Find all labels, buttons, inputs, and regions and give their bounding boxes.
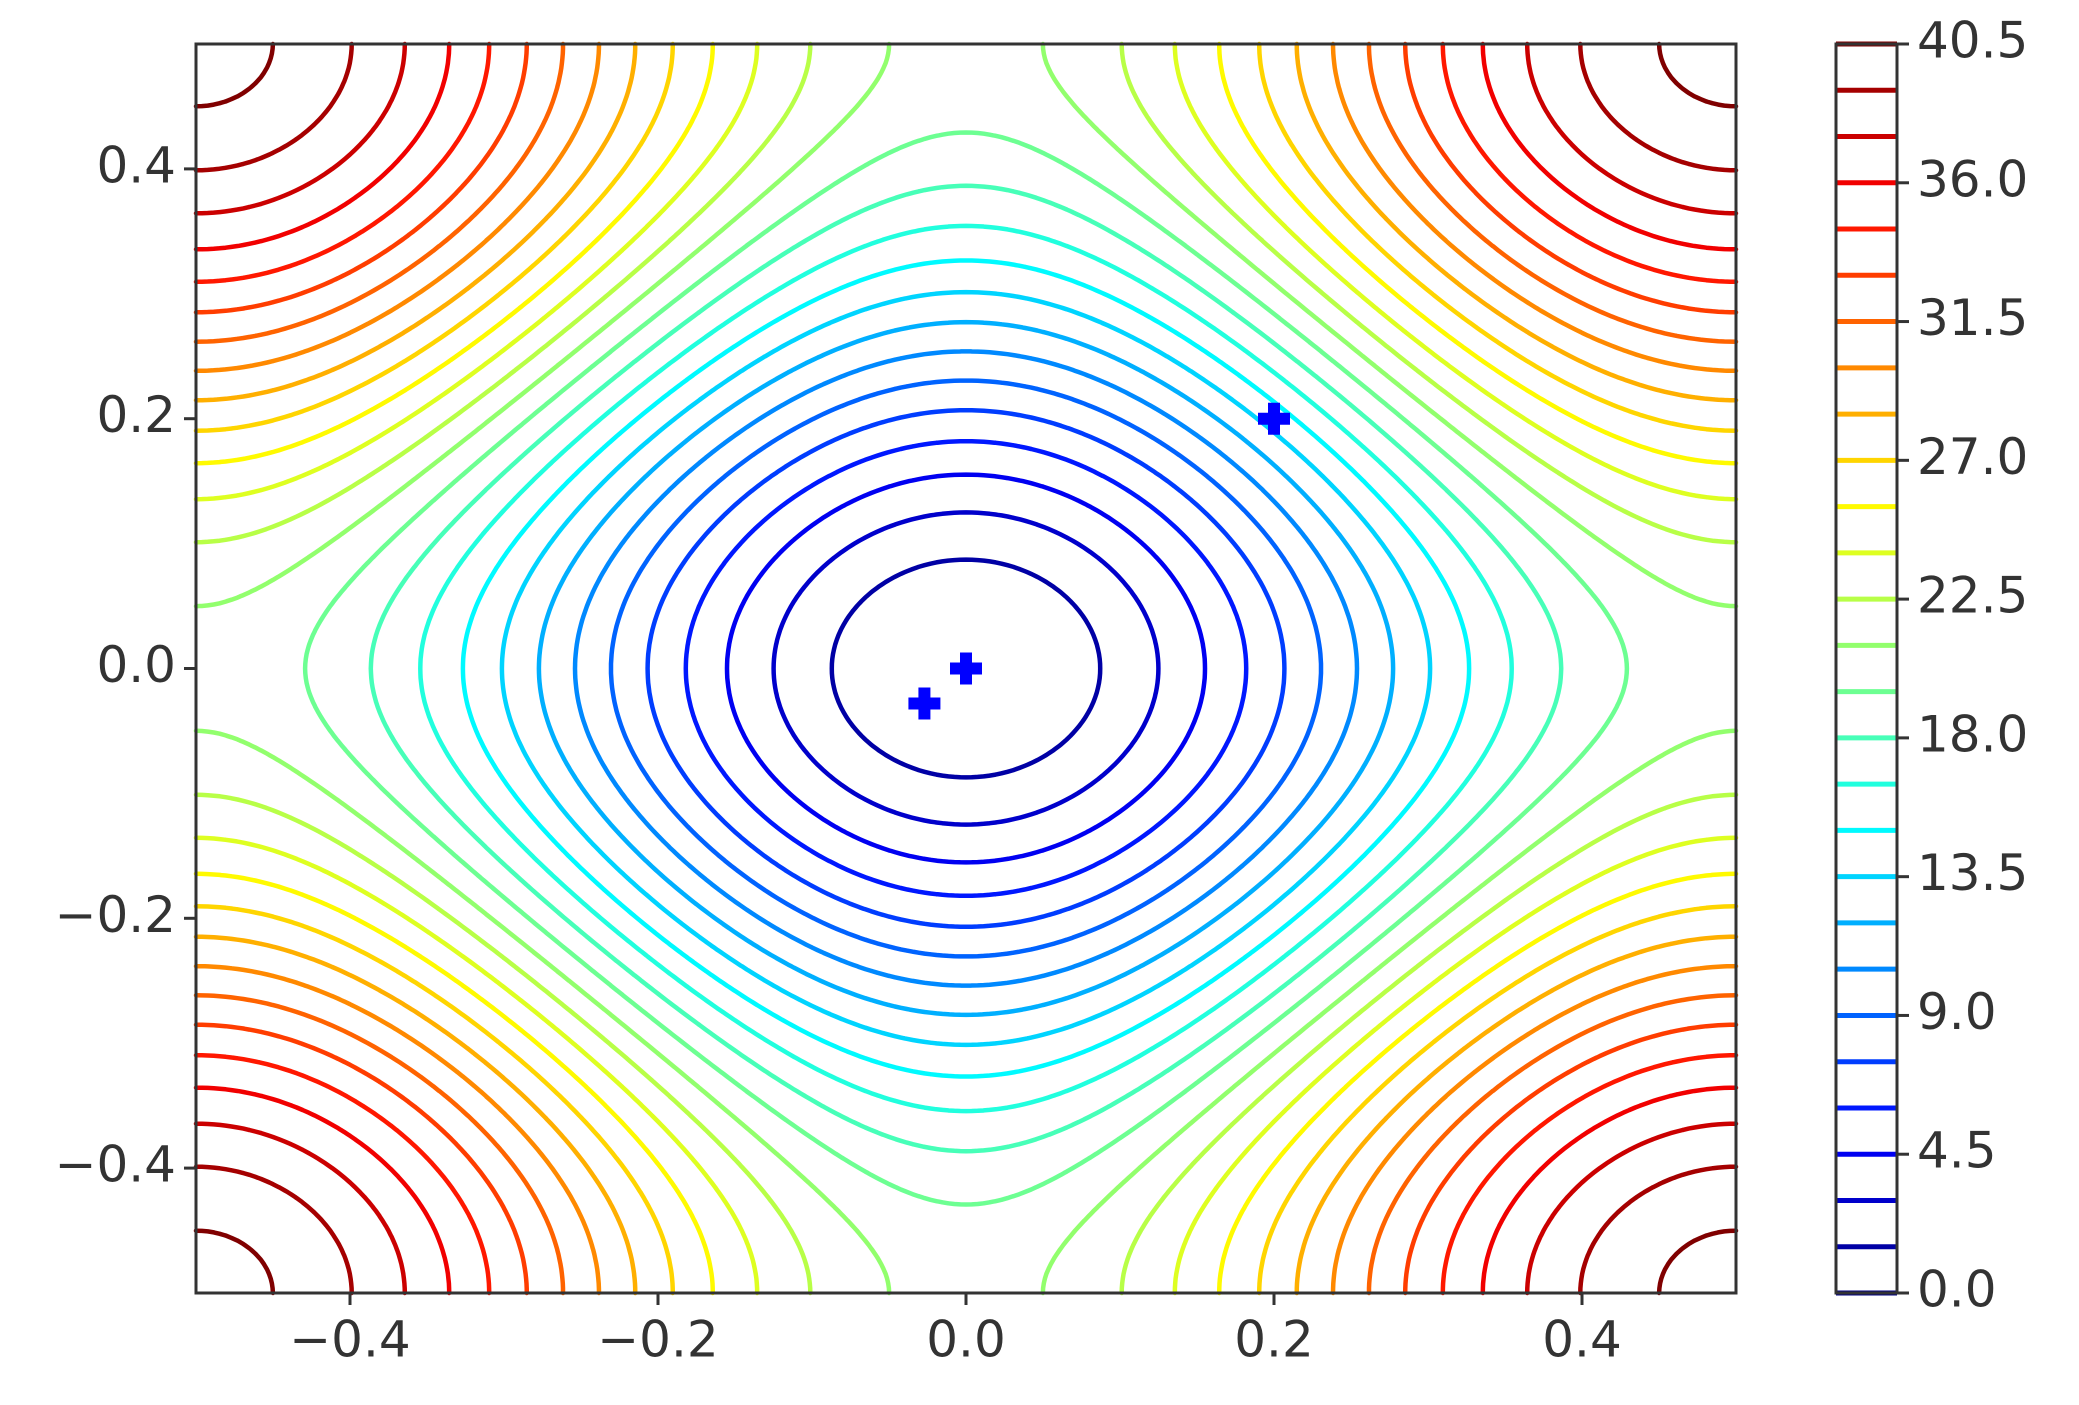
x-tick-label: −0.2 xyxy=(597,1311,718,1369)
y-tick-label: 0.4 xyxy=(96,136,176,194)
contour-line xyxy=(683,438,1249,899)
contour-line xyxy=(193,41,1739,1296)
colorbar-frame xyxy=(1834,42,1899,1295)
colorbar-tick-label: 9.0 xyxy=(1917,983,1997,1041)
contour-line xyxy=(193,41,1739,1296)
contour-line xyxy=(193,41,1739,1296)
colorbar-tick-label: 18.0 xyxy=(1917,705,2028,763)
contour-line xyxy=(771,510,1161,827)
contour-line xyxy=(193,41,1739,1296)
colorbar-tick-label: 13.5 xyxy=(1917,844,2028,902)
colorbar-tick-label: 36.0 xyxy=(1917,150,2028,208)
contour-line xyxy=(499,289,1433,1048)
point-marker xyxy=(1258,402,1290,435)
y-tick-label: 0.2 xyxy=(96,386,176,444)
x-tick-label: 0.2 xyxy=(1234,1311,1314,1369)
contour-lines xyxy=(193,41,1739,1296)
contour-line xyxy=(460,258,1472,1079)
contour-line xyxy=(302,130,1630,1207)
colorbar-tick-label: 40.5 xyxy=(1917,12,2028,70)
contour-line xyxy=(829,557,1103,780)
contour-line xyxy=(193,41,1739,1296)
x-tick-label: 0.4 xyxy=(1542,1311,1622,1369)
contour-line xyxy=(724,472,1208,865)
contour-line xyxy=(193,41,1739,1296)
contour-line xyxy=(608,378,1324,959)
contour-line xyxy=(193,41,1739,1296)
contour-line xyxy=(193,41,1739,1296)
contour-line xyxy=(645,407,1287,930)
contour-line xyxy=(418,223,1514,1114)
point-marker xyxy=(908,687,941,720)
contour-line xyxy=(193,41,1739,1296)
colorbar-tick-label: 22.5 xyxy=(1917,567,2028,625)
contour-line xyxy=(193,41,1739,1296)
contour-line xyxy=(193,41,1739,1296)
colorbar-tick-label: 31.5 xyxy=(1917,289,2028,347)
contour-line xyxy=(368,183,1564,1154)
y-tick-label: −0.4 xyxy=(55,1136,176,1194)
x-tick-label: 0.0 xyxy=(926,1311,1006,1369)
contour-line xyxy=(193,41,1739,1296)
contour-line xyxy=(193,41,1739,1296)
colorbar-tick-label: 27.0 xyxy=(1917,428,2028,486)
point-marker xyxy=(950,652,982,685)
y-tick-label: 0.0 xyxy=(96,636,176,694)
y-tick-label: −0.2 xyxy=(55,886,176,944)
contour-line xyxy=(536,319,1396,1018)
x-tick-label: −0.4 xyxy=(289,1311,410,1369)
colorbar-tick-label: 0.0 xyxy=(1917,1261,1997,1319)
colorbar-tick-label: 4.5 xyxy=(1917,1122,1997,1180)
contour-line xyxy=(572,349,1360,988)
contour-line xyxy=(193,41,1739,1296)
